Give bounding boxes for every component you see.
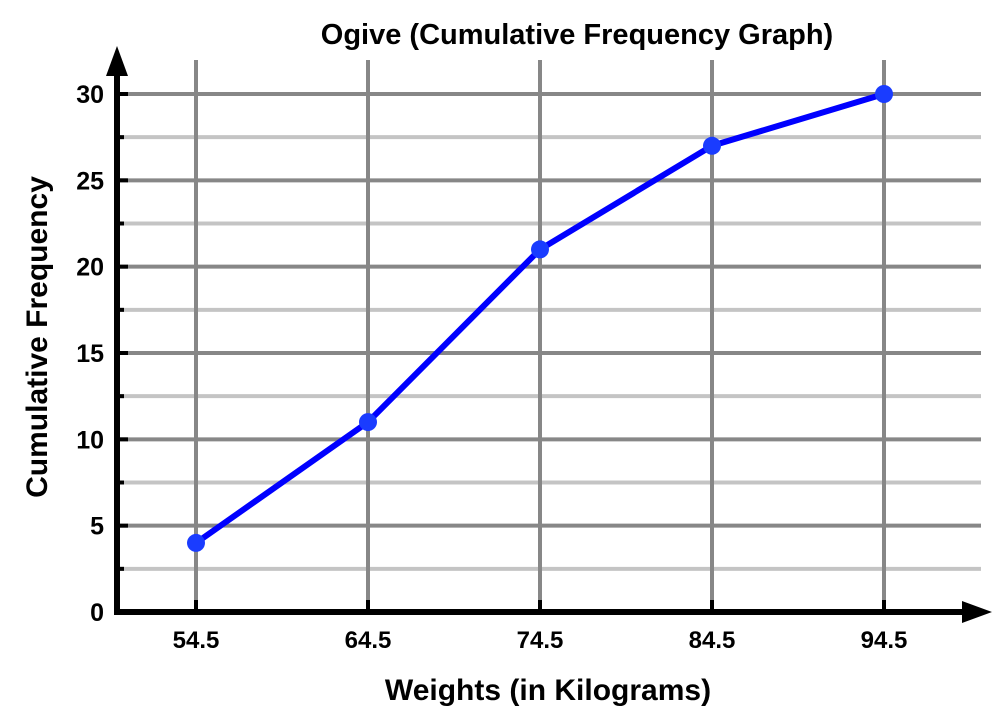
data-point (187, 533, 205, 552)
x-axis-label: Weights (in Kilograms) (385, 674, 711, 707)
y-tick-label: 0 (90, 599, 104, 627)
y-axis-arrow-icon (106, 46, 128, 76)
x-tick-label: 54.5 (173, 627, 220, 654)
x-tick-label: 64.5 (345, 627, 392, 654)
y-tick-label: 20 (76, 254, 104, 282)
chart-title: Ogive (Cumulative Frequency Graph) (321, 19, 833, 51)
data-point (875, 85, 893, 103)
x-tick-label: 74.5 (517, 627, 564, 654)
y-tick-label: 15 (76, 340, 104, 368)
x-tick-label: 94.5 (861, 627, 908, 654)
y-tick-label: 25 (76, 167, 104, 195)
x-axis-arrow-icon (962, 601, 992, 623)
data-point (359, 413, 377, 432)
y-axis-label: Cumulative Frequency (21, 176, 54, 498)
y-tick-label: 30 (76, 81, 104, 109)
y-tick-label: 10 (76, 426, 104, 454)
series (187, 85, 893, 552)
tick-labels: 54.5 64.5 74.5 84.5 94.5 0 5 10 15 20 25 30 (76, 81, 907, 654)
x-tick-label: 84.5 (689, 627, 736, 654)
axes (106, 46, 992, 623)
data-point (531, 240, 549, 259)
data-point (703, 136, 721, 155)
grid (117, 60, 981, 612)
y-tick-label: 5 (90, 513, 104, 541)
